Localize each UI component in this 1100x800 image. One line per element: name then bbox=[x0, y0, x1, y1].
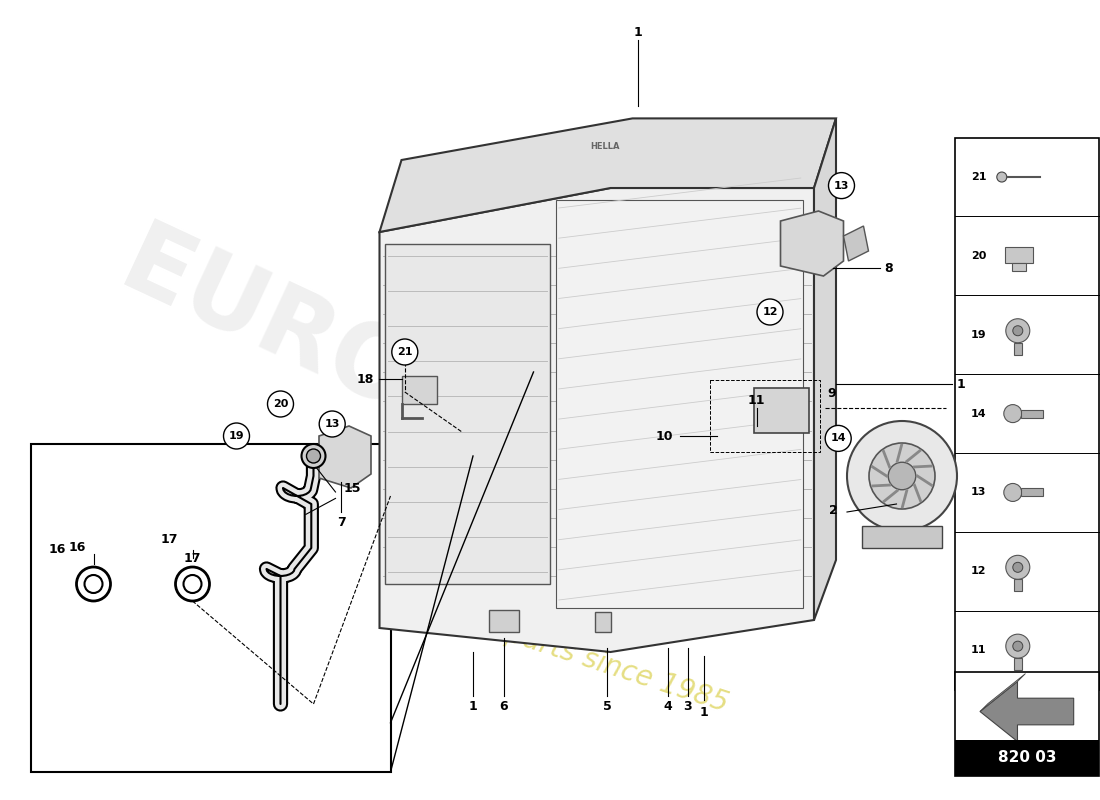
Text: HELLA: HELLA bbox=[591, 142, 619, 151]
Polygon shape bbox=[980, 674, 1025, 711]
Text: 11: 11 bbox=[748, 394, 766, 406]
Bar bbox=[488, 610, 519, 632]
Circle shape bbox=[847, 421, 957, 531]
Polygon shape bbox=[319, 426, 371, 488]
Text: 15: 15 bbox=[343, 482, 361, 494]
Text: 12: 12 bbox=[762, 307, 778, 317]
Text: 14: 14 bbox=[971, 409, 987, 418]
Text: 21: 21 bbox=[971, 172, 987, 182]
Bar bbox=[754, 388, 808, 433]
Polygon shape bbox=[980, 682, 1074, 742]
Circle shape bbox=[825, 426, 851, 451]
Bar bbox=[1021, 489, 1043, 497]
Circle shape bbox=[307, 449, 320, 463]
Circle shape bbox=[1005, 634, 1030, 658]
Text: 17: 17 bbox=[161, 534, 178, 546]
Bar bbox=[1012, 263, 1026, 271]
Circle shape bbox=[828, 173, 855, 198]
Text: 1: 1 bbox=[957, 378, 966, 390]
Text: 16: 16 bbox=[48, 543, 66, 556]
Text: 19: 19 bbox=[971, 330, 987, 340]
Bar bbox=[1004, 247, 1033, 263]
Circle shape bbox=[1005, 555, 1030, 579]
Bar bbox=[955, 672, 1099, 776]
Text: 9: 9 bbox=[827, 387, 836, 400]
Circle shape bbox=[223, 423, 250, 449]
Circle shape bbox=[184, 575, 201, 593]
Text: 1: 1 bbox=[634, 26, 642, 38]
Text: 11: 11 bbox=[971, 645, 987, 655]
Text: 3: 3 bbox=[683, 700, 692, 713]
Bar bbox=[1014, 658, 1022, 670]
Text: 18: 18 bbox=[356, 373, 374, 386]
Circle shape bbox=[1005, 318, 1030, 342]
Text: EUROSPARES: EUROSPARES bbox=[106, 215, 818, 617]
Text: 12: 12 bbox=[971, 566, 987, 576]
Text: 5: 5 bbox=[603, 700, 612, 713]
Text: 1: 1 bbox=[700, 706, 708, 718]
Polygon shape bbox=[781, 211, 844, 276]
Text: 13: 13 bbox=[324, 419, 340, 429]
Bar bbox=[1014, 579, 1022, 591]
Text: 820 03: 820 03 bbox=[998, 750, 1056, 766]
Circle shape bbox=[267, 391, 294, 417]
Text: 17: 17 bbox=[184, 552, 201, 565]
Text: 6: 6 bbox=[499, 700, 508, 713]
Circle shape bbox=[392, 339, 418, 365]
Text: 20: 20 bbox=[273, 399, 288, 409]
Circle shape bbox=[176, 567, 209, 601]
Circle shape bbox=[1004, 405, 1022, 422]
Circle shape bbox=[757, 299, 783, 325]
Bar bbox=[31, 444, 390, 772]
Bar bbox=[955, 138, 1099, 690]
Circle shape bbox=[869, 443, 935, 509]
Circle shape bbox=[1013, 326, 1023, 336]
Text: a passion for parts since 1985: a passion for parts since 1985 bbox=[324, 562, 732, 718]
Polygon shape bbox=[379, 118, 836, 232]
Text: 20: 20 bbox=[971, 251, 987, 261]
Text: 13: 13 bbox=[971, 487, 987, 498]
Text: 16: 16 bbox=[68, 542, 86, 554]
Text: 13: 13 bbox=[834, 181, 849, 190]
Text: 1: 1 bbox=[469, 700, 477, 713]
Bar bbox=[1021, 410, 1043, 418]
Text: 14: 14 bbox=[830, 434, 846, 443]
Text: 8: 8 bbox=[884, 262, 893, 274]
Bar bbox=[862, 526, 942, 548]
Circle shape bbox=[889, 462, 915, 490]
Bar bbox=[402, 376, 437, 404]
Polygon shape bbox=[379, 188, 814, 652]
Circle shape bbox=[1013, 562, 1023, 572]
Text: 21: 21 bbox=[397, 347, 412, 357]
Text: 10: 10 bbox=[656, 430, 673, 442]
Bar bbox=[955, 739, 1099, 776]
Circle shape bbox=[1004, 483, 1022, 502]
Circle shape bbox=[1013, 641, 1023, 651]
Circle shape bbox=[77, 567, 110, 601]
Polygon shape bbox=[556, 200, 803, 608]
Circle shape bbox=[997, 172, 1006, 182]
Text: 19: 19 bbox=[229, 431, 244, 441]
Polygon shape bbox=[595, 612, 610, 632]
Circle shape bbox=[319, 411, 345, 437]
Circle shape bbox=[85, 575, 102, 593]
Circle shape bbox=[301, 444, 326, 468]
Text: 2: 2 bbox=[829, 504, 838, 517]
Polygon shape bbox=[385, 244, 550, 584]
Text: 4: 4 bbox=[663, 700, 672, 713]
Polygon shape bbox=[814, 118, 836, 620]
Bar bbox=[1014, 342, 1022, 354]
Polygon shape bbox=[844, 226, 869, 261]
Text: 7: 7 bbox=[337, 516, 345, 529]
